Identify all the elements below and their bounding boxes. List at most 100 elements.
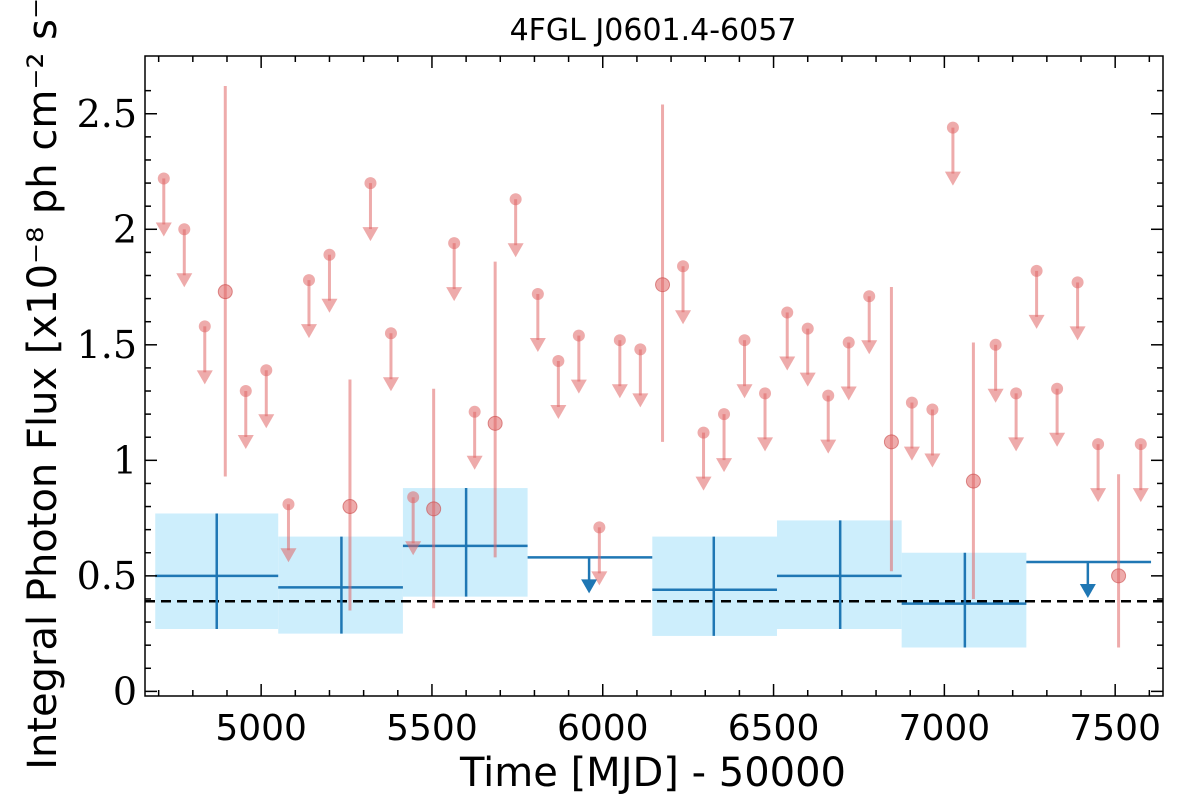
short-bin-upper-limit-point-16 bbox=[572, 329, 585, 342]
short-bin-upper-limit-point-35 bbox=[1030, 264, 1043, 277]
short-bin-point-2 bbox=[426, 501, 442, 517]
short-bin-upper-limit-point-14 bbox=[531, 287, 544, 300]
short-bin-upper-limit-point-22 bbox=[718, 408, 731, 421]
short-bin-upper-limit-head-6 bbox=[300, 324, 317, 339]
short-bin-upper-limit-point-1 bbox=[178, 223, 191, 236]
short-bin-upper-limit-point-6 bbox=[302, 274, 315, 287]
short-bin-upper-limit-head-10 bbox=[405, 541, 422, 556]
y-axis-label: Integral Photon Flux [x10⁻⁸ ph cm⁻² s⁻¹] bbox=[20, 0, 66, 770]
short-bin-upper-limit-head-39 bbox=[1132, 488, 1149, 503]
short-bin-upper-limit-head-30 bbox=[903, 446, 920, 461]
short-bin-upper-limit-head-19 bbox=[632, 393, 649, 408]
short-bin-upper-limit-point-34 bbox=[1010, 387, 1023, 400]
short-bin-upper-limit-head-3 bbox=[237, 435, 254, 450]
short-bin-upper-limit-point-17 bbox=[593, 521, 606, 534]
short-bin-upper-limit-point-24 bbox=[759, 387, 772, 400]
short-bin-upper-limit-point-31 bbox=[926, 403, 939, 416]
short-bin-upper-limit-head-32 bbox=[944, 171, 961, 186]
y-tick-label: 1 bbox=[113, 438, 137, 482]
y-tick-label: 2.5 bbox=[77, 92, 137, 136]
short-bin-upper-limit-head-36 bbox=[1049, 432, 1066, 447]
short-bin-upper-limit-head-27 bbox=[820, 439, 837, 454]
short-bin-upper-limit-point-19 bbox=[634, 343, 647, 356]
short-bin-upper-limit-head-26 bbox=[799, 372, 816, 387]
short-bin-upper-limit-head-34 bbox=[1008, 437, 1025, 452]
y-tick-label: 0.5 bbox=[77, 554, 137, 598]
y-axis: 0 0.5 1 1.5 2 2.5 bbox=[77, 89, 1163, 713]
x-tick-label: 5500 bbox=[386, 708, 478, 749]
short-bin-upper-limit-head-33 bbox=[987, 388, 1004, 403]
plot-frame bbox=[144, 55, 1164, 697]
short-bin-upper-limit-head-16 bbox=[570, 379, 587, 394]
short-bin-upper-limit-head-25 bbox=[779, 356, 796, 371]
short-bin-upper-limit-point-20 bbox=[677, 260, 690, 273]
short-bin-upper-limit-head-14 bbox=[529, 337, 546, 352]
short-bin-point-3 bbox=[487, 415, 503, 431]
short-bin-upper-limit-point-25 bbox=[781, 306, 794, 319]
short-bin-upper-limit-point-12 bbox=[468, 405, 481, 418]
short-bin-upper-limit-head-35 bbox=[1028, 314, 1045, 329]
short-bin-upper-limit-head-37 bbox=[1069, 326, 1086, 341]
short-bin-upper-limit-head-20 bbox=[675, 310, 692, 325]
short-bin-upper-limit-head-24 bbox=[757, 437, 774, 452]
x-tick-label: 7000 bbox=[899, 708, 991, 749]
short-bin-upper-limit-point-28 bbox=[842, 336, 855, 349]
short-bin-upper-limit-head-7 bbox=[321, 298, 338, 313]
short-bin-upper-limit-head-0 bbox=[155, 222, 172, 237]
y-tick-label: 0 bbox=[113, 669, 137, 713]
short-bin-upper-limit-point-5 bbox=[282, 498, 295, 511]
long-bin-upper-limit-head-0 bbox=[581, 579, 598, 594]
short-bin-upper-limit-head-13 bbox=[507, 243, 524, 258]
short-bin-upper-limit-point-37 bbox=[1071, 276, 1084, 289]
y-tick-label: 2 bbox=[113, 207, 137, 251]
short-bin-upper-limit-point-10 bbox=[407, 491, 420, 504]
short-bin-point-4 bbox=[655, 277, 671, 293]
short-bin-upper-limit-point-38 bbox=[1092, 438, 1105, 451]
short-bin-upper-limit-point-3 bbox=[239, 385, 252, 398]
x-axis-label: Time [MJD] - 50000 bbox=[459, 750, 846, 796]
short-bin-point-0 bbox=[217, 284, 233, 300]
y-tick-label: 1.5 bbox=[77, 323, 137, 367]
x-axis: 5000 5500 6000 6500 7000 7500 bbox=[157, 56, 1161, 749]
short-bin-upper-limit-point-21 bbox=[697, 426, 710, 439]
short-bin-upper-limit-head-9 bbox=[382, 377, 399, 392]
short-bin-upper-limit-point-11 bbox=[448, 237, 461, 250]
x-tick-label: 6000 bbox=[557, 708, 649, 749]
short-bin-upper-limit-point-0 bbox=[157, 172, 170, 185]
short-bin-upper-limit-point-39 bbox=[1134, 438, 1147, 451]
x-tick-label: 5000 bbox=[215, 708, 307, 749]
short-bin-upper-limit-head-18 bbox=[611, 384, 628, 399]
short-bin-upper-limit-point-18 bbox=[613, 334, 626, 347]
short-bin-upper-limit-point-33 bbox=[989, 338, 1002, 351]
short-bin-point-5 bbox=[883, 434, 899, 450]
short-bin-upper-limit-point-30 bbox=[905, 396, 918, 409]
short-bin-upper-limit-point-27 bbox=[822, 389, 835, 402]
short-bin-upper-limit-point-23 bbox=[738, 334, 751, 347]
short-bin-upper-limit-head-1 bbox=[176, 273, 193, 288]
short-bin-upper-limit-head-21 bbox=[695, 476, 712, 491]
short-bin-upper-limit-point-9 bbox=[384, 327, 397, 340]
short-bin-upper-limit-head-22 bbox=[716, 458, 733, 473]
short-bin-upper-limit-head-15 bbox=[550, 404, 567, 419]
chart-title: 4FGL J0601.4-6057 bbox=[510, 13, 797, 48]
short-bin-upper-limit-point-8 bbox=[364, 177, 377, 190]
plot-area bbox=[145, 86, 1163, 648]
short-bin-upper-limit-point-4 bbox=[260, 364, 273, 377]
short-bin-upper-limit-point-7 bbox=[323, 248, 336, 261]
short-bin-upper-limit-point-26 bbox=[801, 322, 814, 335]
short-bin-upper-limit-head-17 bbox=[591, 571, 608, 586]
short-bin-upper-limit-head-38 bbox=[1090, 488, 1107, 503]
short-bin-upper-limit-head-11 bbox=[446, 287, 463, 302]
short-bin-upper-limit-head-8 bbox=[362, 227, 379, 242]
short-bin-upper-limit-point-32 bbox=[946, 121, 959, 134]
short-bin-upper-limit-head-2 bbox=[196, 370, 213, 385]
short-bin-upper-limit-point-15 bbox=[552, 354, 565, 367]
x-tick-label: 7500 bbox=[1069, 708, 1161, 749]
short-bin-upper-limit-point-2 bbox=[198, 320, 211, 333]
short-bin-upper-limit-head-4 bbox=[258, 414, 275, 429]
short-bin-upper-limit-head-23 bbox=[736, 384, 753, 399]
x-tick-label: 6500 bbox=[728, 708, 820, 749]
short-bin-point-7 bbox=[1111, 568, 1127, 584]
short-bin-upper-limit-head-5 bbox=[280, 548, 297, 563]
